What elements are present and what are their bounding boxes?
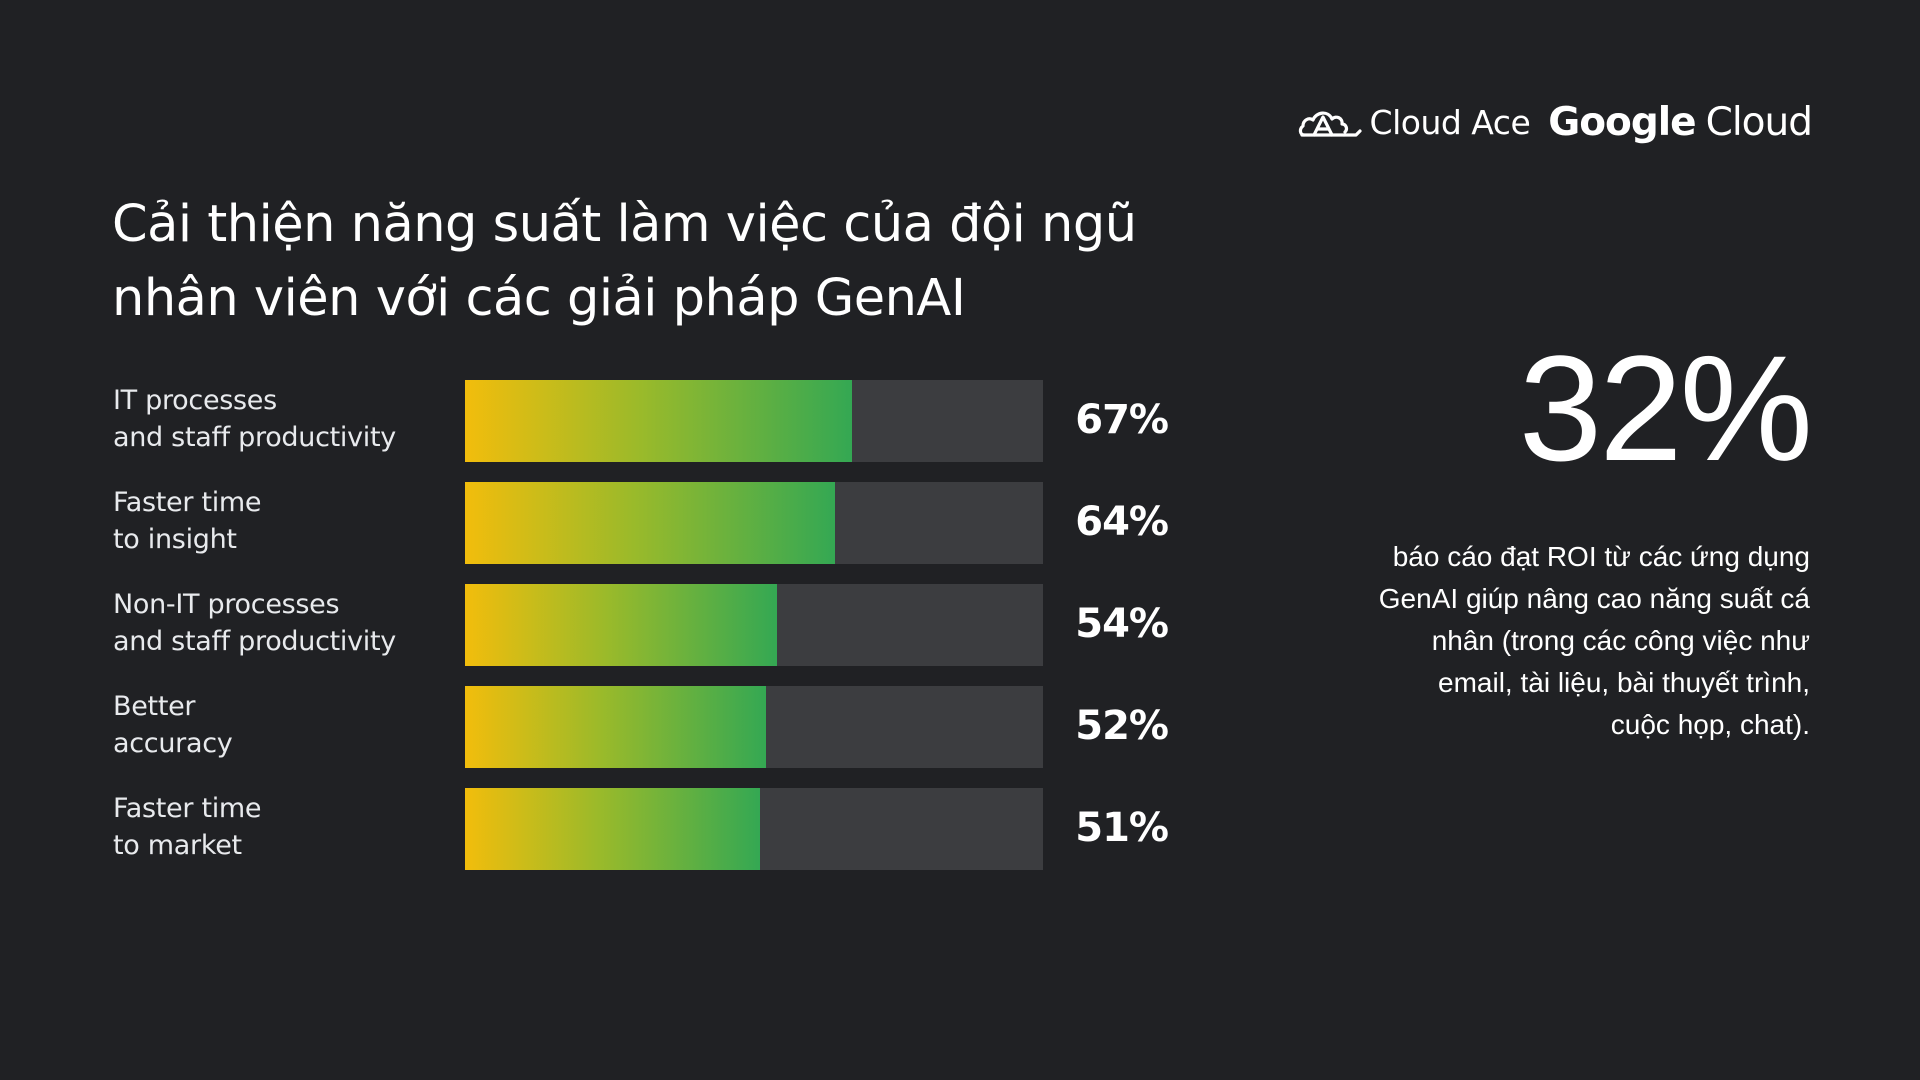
title-line-2: nhân viên với các giải pháp GenAI <box>112 269 966 328</box>
highlight-description-line: cuộc họp, chat). <box>1610 709 1810 740</box>
google-logo-text: Google <box>1548 100 1696 145</box>
bar-fill <box>465 380 853 462</box>
highlight-description-line: GenAI giúp nâng cao năng suất cá <box>1378 583 1810 614</box>
cloud-ace-text: Cloud Ace <box>1369 103 1531 142</box>
bar-category-label: Non-IT processes and staff productivity <box>113 586 453 660</box>
bar-value-label: 52% <box>1075 703 1169 749</box>
bar-track <box>465 482 1043 564</box>
bar-category-label-line: to insight <box>113 524 237 555</box>
highlight-description-line: email, tài liệu, bài thuyết trình, <box>1438 667 1810 698</box>
bar-fill <box>465 686 766 768</box>
bar-fill <box>465 788 760 870</box>
page-title: Cải thiện năng suất làm việc của đội ngũ… <box>112 188 1137 336</box>
bar-value-label: 67% <box>1075 397 1169 443</box>
header-logos: Cloud Ace Google Cloud <box>1298 100 1813 145</box>
bar-category-label-line: and staff productivity <box>113 422 396 453</box>
bar-track <box>465 380 1043 462</box>
highlight-description-line: nhân (trong các công việc như <box>1431 625 1810 656</box>
bar-category-label-line: Faster time <box>113 487 262 518</box>
highlight-description-line: báo cáo đạt ROI từ các ứng dụng <box>1392 541 1810 572</box>
title-line-1: Cải thiện năng suất làm việc của đội ngũ <box>112 195 1137 254</box>
cloud-ace-logo: Cloud Ace <box>1298 103 1531 143</box>
bar-category-label-line: accuracy <box>113 728 233 759</box>
google-cloud-text: Cloud <box>1705 100 1813 145</box>
highlight-description: báo cáo đạt ROI từ các ứng dụng GenAI gi… <box>1290 536 1810 746</box>
bar-value-label: 64% <box>1075 499 1169 545</box>
bar-track <box>465 788 1043 870</box>
bar-category-label-line: to market <box>113 830 242 861</box>
bar-value-label: 54% <box>1075 601 1169 647</box>
bar-fill <box>465 584 778 666</box>
bar-category-label-line: IT processes <box>113 385 277 416</box>
bar-track <box>465 686 1043 768</box>
bar-category-label: Faster time to market <box>113 790 453 864</box>
bar-track <box>465 584 1043 666</box>
bar-category-label-line: Non-IT processes <box>113 589 340 620</box>
highlight-value: 32% <box>1518 324 1813 492</box>
bar-value-label: 51% <box>1075 805 1169 851</box>
bar-category-label-line: Faster time <box>113 793 262 824</box>
bar-category-label: Faster time to insight <box>113 484 453 558</box>
bar-category-label-line: Better <box>113 691 196 722</box>
google-cloud-logo: Google Cloud <box>1548 100 1813 145</box>
bar-category-label-line: and staff productivity <box>113 626 396 657</box>
bar-category-label: Better accuracy <box>113 688 453 762</box>
cloud-ace-logo-icon <box>1298 111 1362 137</box>
bar-category-label: IT processes and staff productivity <box>113 382 453 456</box>
bar-fill <box>465 482 835 564</box>
